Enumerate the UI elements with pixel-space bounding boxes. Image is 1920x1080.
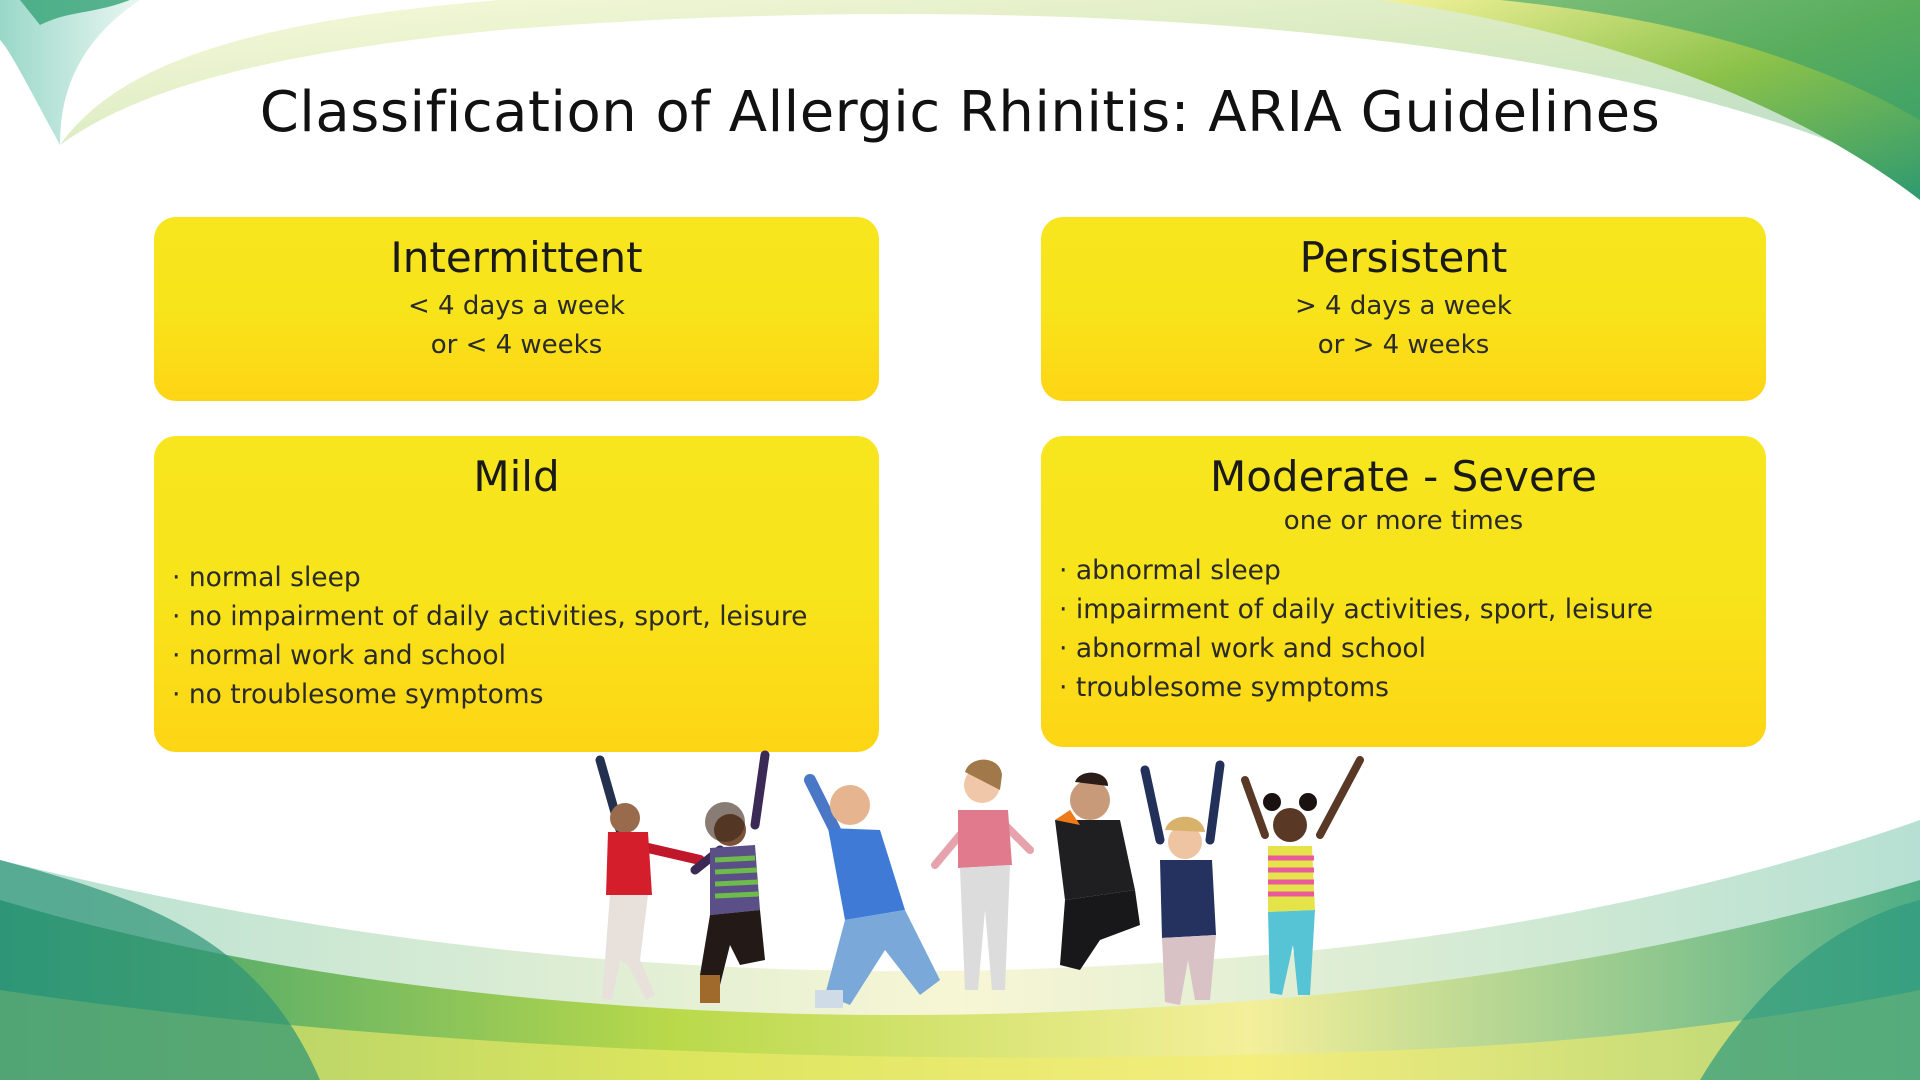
mild-heading: Mild: [473, 452, 560, 501]
list-item: abnormal sleep: [1059, 551, 1766, 590]
child-figure: [931, 759, 1034, 990]
slide-title: Classification of Allergic Rhinitis: ARI…: [259, 80, 1661, 145]
list-item: troublesome symptoms: [1059, 668, 1766, 707]
intermittent-line-1: < 4 days a week: [407, 291, 625, 322]
list-item: abnormal work and school: [1059, 629, 1766, 668]
moderate-severe-bullet-list: abnormal sleep impairment of daily activ…: [1041, 551, 1766, 707]
list-item: normal work and school: [172, 636, 879, 675]
child-figure: [1140, 760, 1225, 1005]
intermittent-card: Intermittent < 4 days a week or < 4 week…: [154, 217, 879, 401]
moderate-severe-subheading: one or more times: [1283, 506, 1524, 537]
intermittent-line-2: or < 4 weeks: [430, 330, 603, 361]
persistent-card: Persistent > 4 days a week or > 4 weeks: [1041, 217, 1766, 401]
persistent-heading: Persistent: [1299, 233, 1508, 282]
moderate-severe-card: Moderate - Severe one or more times abno…: [1041, 436, 1766, 747]
persistent-line-1: > 4 days a week: [1294, 291, 1512, 322]
intermittent-heading: Intermittent: [390, 233, 643, 282]
list-item: no impairment of daily activities, sport…: [172, 597, 879, 636]
child-figure: [1241, 756, 1364, 995]
list-item: normal sleep: [172, 558, 879, 597]
list-item: no troublesome symptoms: [172, 675, 879, 714]
jumping-children-image: [595, 750, 1364, 1008]
child-figure: [804, 774, 940, 1008]
list-item: impairment of daily activities, sport, l…: [1059, 590, 1766, 629]
mild-card: Mild normal sleep no impairment of daily…: [154, 436, 879, 752]
persistent-line-2: or > 4 weeks: [1317, 330, 1490, 361]
child-figure: [1055, 772, 1140, 970]
moderate-severe-heading: Moderate - Severe: [1210, 452, 1597, 501]
child-figure: [690, 750, 770, 1003]
child-figure: [595, 755, 705, 1000]
mild-bullet-list: normal sleep no impairment of daily acti…: [154, 558, 879, 714]
